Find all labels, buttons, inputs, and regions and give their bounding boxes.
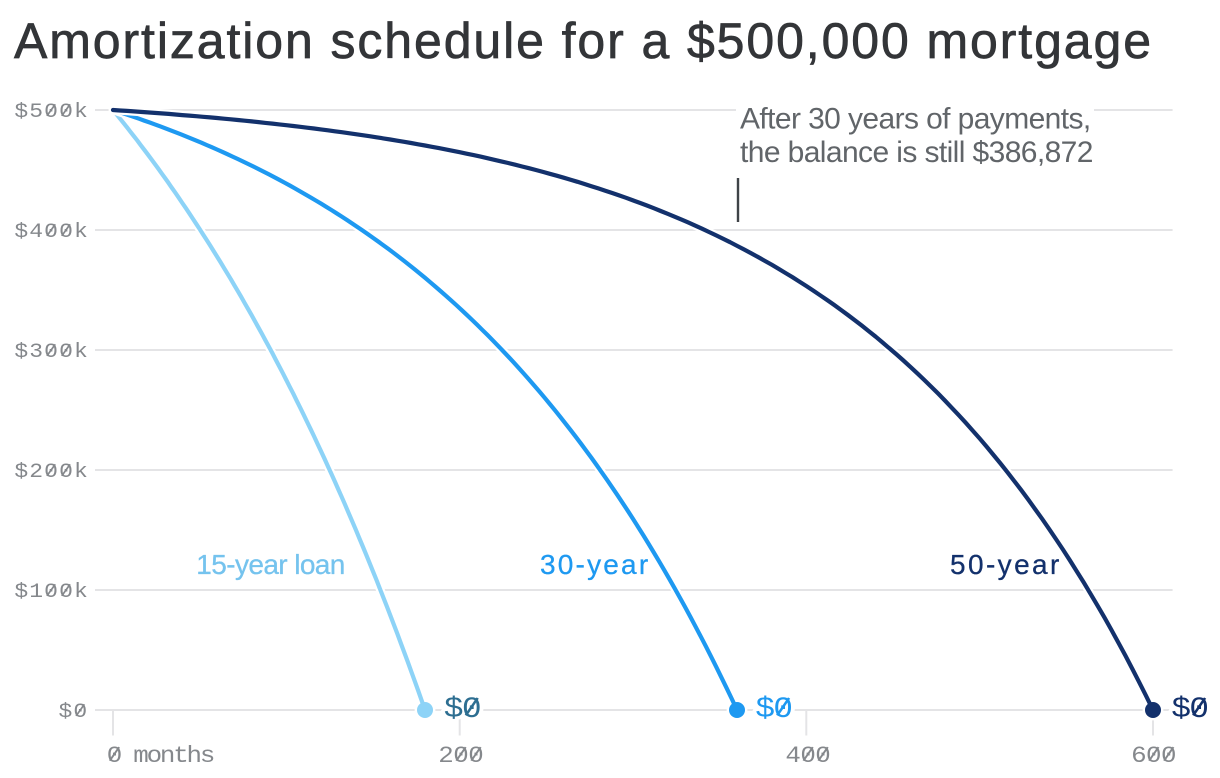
svg-text:$400k: $400k bbox=[14, 221, 88, 243]
svg-text:30-year: 30-year bbox=[540, 549, 650, 580]
svg-text:50-year: 50-year bbox=[950, 549, 1062, 580]
svg-text:the balance is still $386,872: the balance is still $386,872 bbox=[740, 136, 1093, 169]
svg-text:400: 400 bbox=[785, 743, 830, 770]
svg-text:200: 200 bbox=[438, 743, 483, 770]
svg-text:Amortization schedule for a $5: Amortization schedule for a $500,000 mor… bbox=[14, 13, 1153, 69]
svg-text:$500k: $500k bbox=[14, 101, 88, 123]
svg-text:$0: $0 bbox=[755, 693, 791, 726]
svg-text:$0: $0 bbox=[444, 693, 480, 726]
svg-text:0 months: 0 months bbox=[107, 743, 214, 770]
svg-text:600: 600 bbox=[1131, 743, 1176, 770]
svg-text:$100k: $100k bbox=[14, 581, 88, 603]
svg-text:$0: $0 bbox=[1171, 693, 1207, 726]
svg-text:$200k: $200k bbox=[14, 461, 88, 483]
svg-text:$300k: $300k bbox=[14, 341, 88, 363]
svg-text:$0: $0 bbox=[59, 701, 89, 723]
svg-text:15-year loan: 15-year loan bbox=[196, 549, 344, 580]
svg-text:After 30 years of payments,: After 30 years of payments, bbox=[740, 102, 1091, 135]
